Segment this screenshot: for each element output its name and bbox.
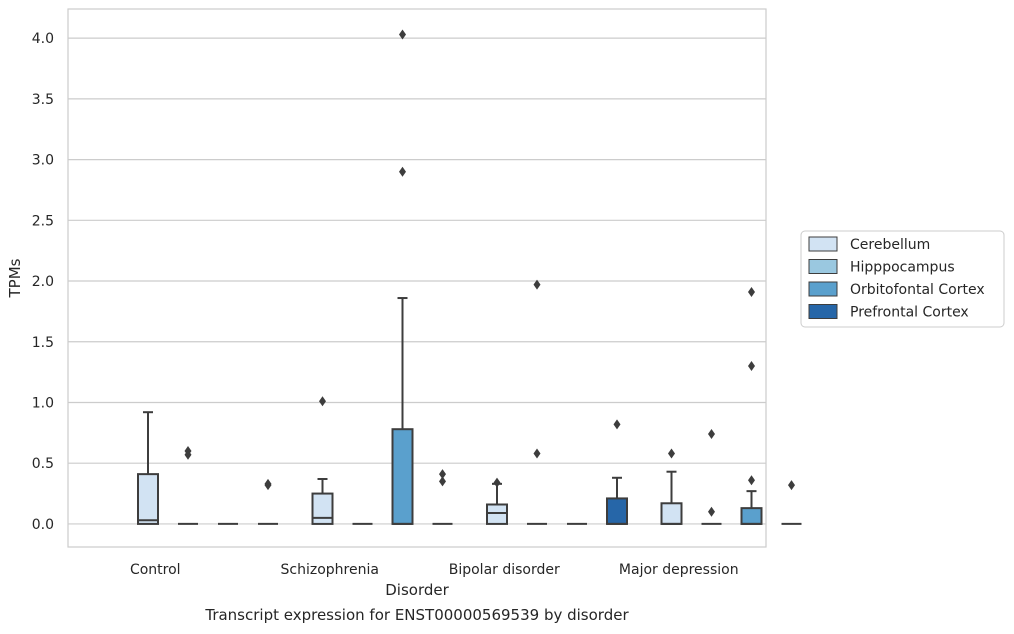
x-tick-label: Control [130, 562, 181, 578]
figure-caption: Transcript expression for ENST0000056953… [205, 606, 629, 624]
outlier-point [264, 480, 272, 491]
outlier-point [748, 475, 755, 486]
legend: Cerebellum Hipppocampus Orbitofontal Corte… [800, 230, 1005, 328]
box-hipppocampus [701, 429, 722, 525]
box-prefrontal-cortex [781, 480, 802, 525]
outlier-point [533, 448, 541, 459]
y-tick-label: 2.5 [32, 213, 54, 229]
y-tick-label: 4.0 [32, 31, 54, 47]
outlier-point [439, 476, 446, 487]
box-body [391, 428, 414, 525]
box-orbitofontal-cortex [740, 286, 763, 525]
y-tick-label: 0.5 [32, 456, 54, 472]
y-tick-label: 2.0 [32, 274, 54, 290]
legend-swatch [808, 281, 838, 297]
outlier-point [184, 449, 192, 460]
box-body [137, 473, 159, 525]
box-cerebellum [137, 411, 159, 525]
y-tick-label: 1.5 [32, 335, 54, 351]
outlier-point [439, 469, 446, 480]
y-tick-labels: 0.0 0.5 1.0 1.5 2.0 2.5 3.0 3.5 4.0 [32, 31, 54, 533]
y-grid [68, 37, 766, 525]
box-body [311, 492, 334, 525]
outlier-point [493, 477, 501, 488]
x-tick-labels: Control Schizophrenia Bipolar disorder Majo… [130, 562, 739, 578]
y-tick-label: 1.0 [32, 395, 54, 411]
box-body [740, 507, 763, 525]
outlier-point [788, 480, 795, 491]
y-tick-label: 0.0 [32, 517, 54, 533]
box-body [606, 497, 628, 525]
box-cerebellum [311, 396, 334, 525]
legend-frame [800, 230, 1005, 328]
plot-area-frame [67, 8, 767, 548]
outlier-point [533, 279, 541, 290]
legend-swatch [808, 236, 838, 252]
box-hipppocampus [178, 446, 198, 525]
x-tick-label: Major depression [619, 562, 739, 578]
box-prefrontal-cortex [606, 419, 628, 525]
y-tick-label: 3.0 [32, 153, 54, 169]
box-body [486, 503, 508, 525]
box-hipppocampus [527, 279, 547, 525]
outlier-point [748, 361, 755, 372]
outlier-point [319, 396, 326, 407]
box-plots [137, 29, 802, 525]
legend-label: Orbitofontal Cortex [850, 282, 985, 298]
box-cerebellum [660, 448, 683, 525]
x-tick-label: Schizophrenia [281, 562, 379, 578]
box-cerebellum [486, 477, 508, 525]
outlier-point [668, 448, 675, 459]
outlier-point [748, 286, 755, 297]
box-body [660, 502, 683, 525]
legend-label: Hipppocampus [850, 260, 955, 276]
legend-label: Cerebellum [850, 237, 930, 253]
legend-label: Prefrontal Cortex [850, 305, 969, 321]
y-axis-label: TPMs [6, 258, 24, 298]
x-tick-label: Bipolar disorder [449, 562, 560, 578]
outlier-point [708, 506, 715, 517]
outlier-point [613, 419, 621, 430]
y-tick-label: 3.5 [32, 92, 54, 108]
outlier-point [708, 429, 715, 440]
box-orbitofontal-cortex [391, 29, 414, 525]
x-axis-label: Disorder [385, 581, 449, 599]
box-prefrontal-cortex [432, 469, 453, 525]
legend-swatch [808, 304, 838, 319]
box-prefrontal-cortex [258, 478, 278, 525]
outlier-point [399, 166, 406, 177]
legend-swatch [808, 259, 838, 274]
outlier-point [399, 29, 406, 40]
